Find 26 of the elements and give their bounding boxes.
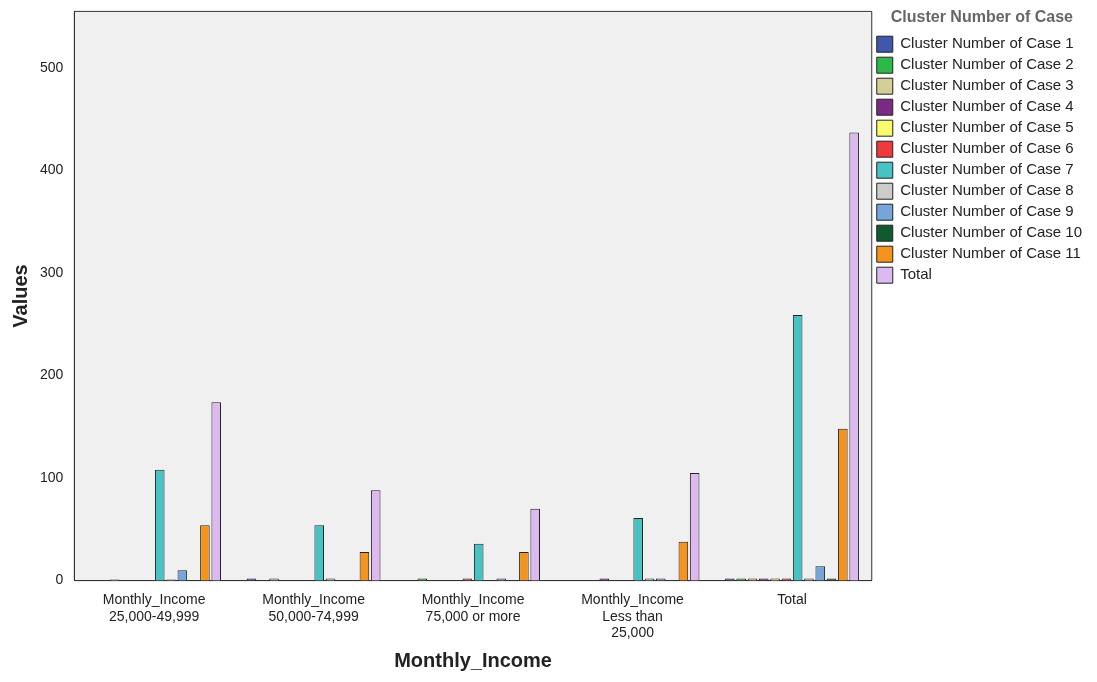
legend-label: Cluster Number of Case 5 [900, 118, 1074, 136]
x-tick-label: Monthly_Income Less than 25,000 [581, 590, 685, 641]
legend-label: Total [900, 265, 932, 283]
y-tick-label: 100 [40, 468, 64, 485]
legend-label: Cluster Number of Case 9 [900, 202, 1074, 220]
legend-label: Cluster Number of Case 1 [900, 34, 1074, 52]
y-tick-label: 200 [40, 366, 64, 383]
y-tick-label: 300 [40, 263, 64, 280]
x-tick-label: Monthly_Income 75,000 or more [421, 590, 525, 624]
x-tick-label: Monthly_Income 25,000-49,999 [102, 590, 206, 624]
legend-label: Cluster Number of Case 8 [900, 181, 1074, 199]
y-axis-title: Values [8, 264, 31, 328]
y-tick-label: 0 [55, 571, 64, 588]
legend-label: Cluster Number of Case 7 [900, 160, 1074, 178]
legend-label: Cluster Number of Case 10 [900, 223, 1083, 241]
legend-label: Cluster Number of Case 11 [900, 244, 1081, 262]
y-tick-label: 400 [40, 161, 64, 178]
legend-title: Cluster Number of Case [890, 8, 1074, 26]
x-tick-label: Monthly_Income 50,000-74,999 [262, 590, 366, 624]
legend-label: Cluster Number of Case 6 [900, 139, 1074, 157]
y-tick-label: 500 [40, 58, 64, 75]
x-axis-title: Monthly_Income [394, 648, 552, 671]
legend-label: Cluster Number of Case 4 [900, 97, 1074, 115]
legend-label: Cluster Number of Case 3 [900, 76, 1074, 94]
x-tick-label: Total [777, 590, 807, 607]
legend-label: Cluster Number of Case 2 [900, 55, 1074, 73]
